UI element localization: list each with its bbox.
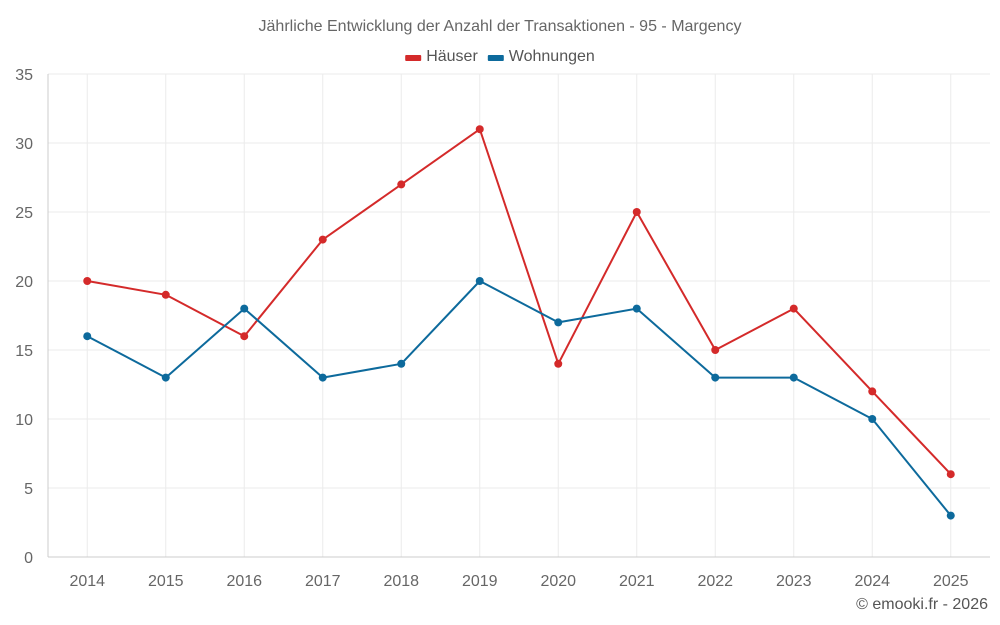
data-point-h-user[interactable] bbox=[711, 346, 720, 354]
legend-swatch bbox=[405, 55, 422, 61]
y-tick-label: 10 bbox=[15, 412, 33, 429]
legend: Häuser Wohnungen bbox=[405, 48, 595, 65]
series-line-h-user bbox=[87, 128, 952, 475]
data-point-wohnungen[interactable] bbox=[397, 359, 406, 368]
data-point-wohnungen[interactable] bbox=[318, 373, 327, 382]
y-tick-label: 20 bbox=[15, 274, 33, 291]
x-tick-label: 2024 bbox=[854, 573, 890, 590]
x-tick-label: 2023 bbox=[776, 573, 812, 590]
data-point-h-user[interactable] bbox=[868, 387, 877, 396]
data-point-h-user[interactable] bbox=[240, 332, 249, 341]
data-point-wohnungen[interactable] bbox=[83, 332, 92, 341]
data-point-h-user[interactable] bbox=[554, 359, 563, 368]
y-tick-label: 25 bbox=[15, 205, 33, 222]
legend-item-h-user[interactable]: Häuser bbox=[405, 48, 478, 65]
x-tick-label: 2019 bbox=[462, 573, 498, 590]
data-point-wohnungen[interactable] bbox=[475, 277, 484, 285]
y-tick-label: 35 bbox=[15, 67, 33, 84]
grid bbox=[48, 73, 990, 557]
x-tick-label: 2014 bbox=[69, 573, 105, 590]
data-point-wohnungen[interactable] bbox=[946, 511, 955, 520]
y-tick-label: 15 bbox=[15, 343, 33, 360]
y-tick-label: 30 bbox=[15, 136, 33, 153]
x-tick-label: 2025 bbox=[933, 573, 969, 590]
x-tick-label: 2022 bbox=[697, 573, 733, 590]
x-tick-label: 2018 bbox=[383, 573, 419, 590]
series-layer bbox=[83, 125, 955, 520]
credit-text: © emooki.fr - 2026 bbox=[856, 596, 988, 613]
series-wohnungen bbox=[83, 277, 955, 520]
chart-title: Jährliche Entwicklung der Anzahl der Tra… bbox=[259, 18, 742, 35]
legend-item-wohnungen[interactable]: Wohnungen bbox=[487, 48, 595, 65]
legend-label: Wohnungen bbox=[509, 48, 595, 65]
data-point-h-user[interactable] bbox=[789, 304, 798, 313]
x-tick-label: 2020 bbox=[540, 573, 576, 590]
data-point-wohnungen[interactable] bbox=[711, 373, 720, 382]
legend-swatch bbox=[487, 55, 504, 61]
data-point-wohnungen[interactable] bbox=[554, 318, 563, 327]
data-point-wohnungen[interactable] bbox=[632, 304, 641, 313]
data-point-wohnungen[interactable] bbox=[868, 415, 877, 423]
data-point-h-user[interactable] bbox=[161, 290, 170, 299]
y-tick-label: 0 bbox=[24, 550, 33, 567]
data-point-wohnungen[interactable] bbox=[161, 373, 170, 382]
series-h-user bbox=[83, 125, 955, 479]
data-point-wohnungen[interactable] bbox=[240, 304, 249, 313]
x-tick-label: 2017 bbox=[305, 573, 341, 590]
x-tick-label: 2015 bbox=[148, 573, 184, 590]
series-line-wohnungen bbox=[86, 280, 952, 517]
data-point-h-user[interactable] bbox=[632, 208, 641, 216]
data-point-h-user[interactable] bbox=[318, 235, 327, 244]
data-point-wohnungen[interactable] bbox=[789, 373, 798, 382]
y-tick-label: 5 bbox=[24, 481, 33, 498]
data-point-h-user[interactable] bbox=[946, 470, 955, 479]
legend-label: Häuser bbox=[426, 48, 478, 65]
x-tick-label: 2021 bbox=[619, 573, 655, 590]
data-point-h-user[interactable] bbox=[83, 277, 92, 285]
data-point-h-user[interactable] bbox=[475, 125, 484, 134]
data-point-h-user[interactable] bbox=[397, 180, 406, 189]
x-tick-label: 2016 bbox=[226, 573, 262, 590]
